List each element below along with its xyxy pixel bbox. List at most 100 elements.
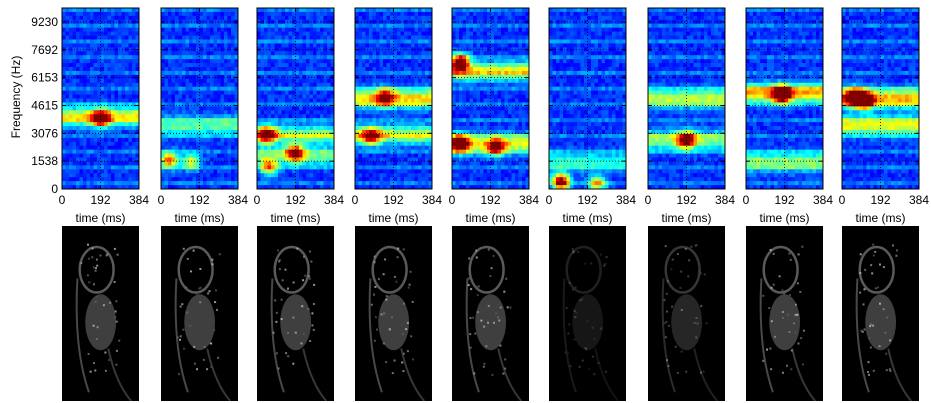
heatmap-cell [192,149,197,154]
heatmap-cell [497,19,502,25]
heatmap-cell [192,43,197,48]
heatmap-cell [281,70,286,76]
heatmap-cell [79,153,84,158]
heatmap-cell [76,55,80,60]
heatmap-cell [376,55,380,60]
heatmap-cell [383,110,387,115]
heatmap-cell [383,137,387,143]
heatmap-cell [418,149,422,154]
heatmap-cell [525,63,529,68]
heatmap-cell [295,185,300,189]
heatmap-cell [182,185,186,189]
heatmap-cell [383,133,387,139]
heatmap-cell [386,8,391,13]
heatmap-cell [210,82,214,88]
heatmap-cell [355,110,359,115]
heatmap-cell [93,74,98,80]
heatmap-cell [271,59,275,64]
heatmap-cell [118,94,122,99]
heatmap-cell [234,133,238,139]
heatmap-cell [220,122,225,127]
heatmap-cell [182,51,186,56]
heatmap-cell [83,19,87,25]
heatmap-cell [362,106,366,111]
heatmap-cell [518,145,523,151]
heatmap-cell [376,47,380,52]
x-tick-label: 0 [158,193,165,207]
heatmap-cell [199,27,204,32]
heatmap-cell [217,55,221,60]
heatmap-cell [168,35,172,40]
heatmap-cell [175,153,179,158]
heatmap-cell [309,55,314,60]
heatmap-cell [397,67,401,72]
heatmap-cell [418,137,422,143]
heatmap-cell [281,55,286,60]
heatmap-cell [480,55,484,60]
heatmap-cell [421,67,426,72]
heatmap-cell [490,86,495,92]
heatmap-cell [421,51,426,56]
heatmap-cell [217,94,221,99]
heatmap-cell [217,114,221,119]
heatmap-cell [132,19,136,25]
heatmap-cell [267,27,272,32]
heatmap-cell [306,157,310,162]
heatmap-cell [390,43,394,48]
heatmap-cell [118,129,122,135]
heatmap-cell [323,27,328,32]
heatmap-cell [121,63,126,68]
heatmap-cell [476,23,481,29]
heatmap-cell [224,82,228,88]
heatmap-cell [182,145,186,151]
heatmap-cell [518,51,523,56]
heatmap-cell [414,165,419,170]
heatmap-cell [264,145,268,151]
heatmap-cell [400,74,405,80]
heatmap-cell [192,129,197,135]
heatmap-cell [309,59,314,64]
heatmap-cell [452,11,456,17]
heatmap-cell [390,181,394,186]
heatmap-cell [192,106,197,111]
heatmap-cell [86,141,91,147]
heatmap-cell [132,98,136,103]
heatmap-cell [418,47,422,52]
heatmap-cell [362,78,366,84]
heatmap-cell [128,181,133,186]
heatmap-cell [171,27,176,32]
heatmap-cell [362,122,366,127]
heatmap-cell [267,110,272,115]
heatmap-cell [185,173,190,178]
heatmap-cell [114,11,119,17]
heatmap-cell [379,177,384,182]
heatmap-cell [178,149,183,154]
heatmap-cell [164,35,169,40]
heatmap-cell [86,161,91,166]
heatmap-cell [83,110,87,115]
heatmap-cell [508,114,512,119]
heatmap-cell [330,157,334,162]
heatmap-cell [90,181,94,186]
heatmap-cell [379,114,384,119]
heatmap-cell [213,133,218,139]
heatmap-cell [97,43,101,48]
heatmap-cell [414,27,419,32]
heatmap-cell [494,90,498,95]
heatmap-cell [379,51,384,56]
heatmap-cell [309,106,314,111]
heatmap-cell [518,27,523,32]
heatmap-cell [400,118,405,123]
heatmap-cell [107,102,112,107]
heatmap-cell [125,39,129,44]
heatmap-cell [171,165,176,170]
heatmap-cell [281,82,286,88]
heatmap-cell [164,114,169,119]
heatmap-cell [271,63,275,68]
heatmap-cell [411,118,415,123]
heatmap-cell [372,11,377,17]
heatmap-cell [114,39,119,44]
heatmap-cell [459,102,463,107]
heatmap-cell [501,102,505,107]
heatmap-cell [295,78,300,84]
